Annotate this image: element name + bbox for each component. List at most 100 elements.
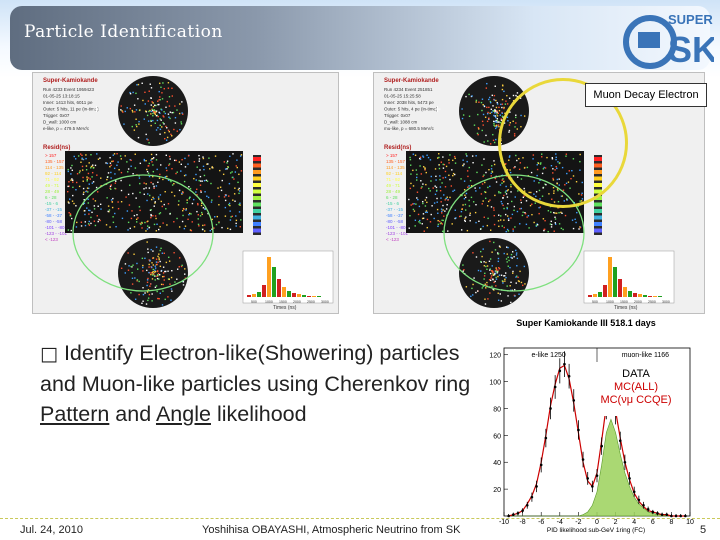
time-histogram-bar [257, 292, 261, 297]
pmt-hit [215, 223, 218, 226]
time-histogram-bar [658, 296, 662, 297]
data-point [600, 444, 603, 448]
pmt-hit [439, 190, 442, 192]
pmt-hit [560, 211, 562, 214]
pmt-hit [150, 113, 152, 115]
pmt-hit [484, 116, 487, 118]
time-histogram-bar [628, 291, 632, 297]
pmt-hit [155, 258, 158, 260]
legend-mc-all: MC(ALL) [613, 381, 658, 393]
pmt-hit [138, 175, 140, 177]
pmt-hit [157, 115, 159, 118]
pmt-hit [224, 168, 227, 170]
pmt-hit [571, 219, 574, 221]
pmt-hit [417, 213, 420, 216]
charge-scale-step [594, 209, 602, 213]
pmt-hit [114, 187, 116, 190]
pmt-hit [497, 269, 499, 272]
pmt-hit [438, 156, 440, 159]
pmt-hit [150, 215, 152, 217]
pmt-hit [162, 178, 164, 181]
pmt-hit [434, 168, 437, 170]
pmt-hit [154, 202, 156, 204]
pmt-hit [167, 82, 170, 84]
pmt-hit [477, 290, 479, 292]
pmt-hit [153, 187, 155, 189]
pmt-hit [146, 114, 149, 117]
pmt-hit [496, 119, 499, 122]
pmt-hit [130, 292, 132, 294]
pmt-hit [165, 261, 168, 264]
pmt-hit [489, 258, 492, 260]
pmt-hit [441, 230, 444, 233]
pmt-hit [503, 275, 505, 277]
pmt-hit [159, 173, 161, 176]
pmt-hit [469, 214, 471, 216]
pmt-hit [147, 248, 149, 250]
pmt-hit [149, 283, 152, 285]
pmt-hit [229, 210, 231, 212]
pmt-hit [503, 226, 505, 229]
pmt-hit [147, 165, 150, 167]
pmt-hit [173, 195, 176, 197]
pmt-hit [503, 181, 505, 183]
time-axis-tick: 3000 [662, 300, 670, 304]
pmt-hit [141, 82, 143, 84]
pmt-hit [507, 265, 509, 267]
pmt-hit [486, 120, 489, 123]
pmt-hit [504, 275, 506, 277]
pmt-hit [124, 272, 126, 274]
pmt-hit [465, 216, 467, 218]
pmt-hit [82, 203, 84, 205]
pmt-hit [82, 180, 84, 182]
pmt-hit [93, 220, 96, 222]
pmt-hit [114, 173, 116, 175]
pmt-hit [454, 162, 457, 164]
pmt-hit [115, 225, 117, 228]
panel-scale-item: < -123 [45, 237, 58, 242]
pmt-hit [191, 202, 194, 205]
pmt-hit [112, 216, 114, 218]
pmt-hit [483, 174, 485, 176]
pmt-hit [105, 224, 108, 226]
pmt-hit [493, 122, 495, 125]
pmt-hit [159, 249, 161, 252]
pmt-hit [538, 206, 540, 209]
pmt-hit [109, 226, 111, 228]
pmt-hit [462, 159, 464, 161]
pmt-hit [147, 299, 149, 302]
pmt-hit [83, 198, 85, 201]
panel-info-line: Outer: 5 hits, 4 pe (in-time) [384, 107, 438, 112]
pmt-hit [68, 211, 70, 214]
pmt-hit [152, 215, 154, 217]
pmt-hit [137, 98, 139, 100]
pmt-hit [507, 217, 510, 220]
pmt-hit [165, 139, 168, 141]
panel-scale-item: 71 - 92 [386, 177, 401, 182]
pmt-hit [539, 206, 542, 208]
pmt-hit [473, 124, 476, 126]
pmt-hit [160, 86, 162, 88]
pmt-hit [157, 127, 159, 129]
pmt-hit [155, 153, 158, 156]
pmt-hit [198, 225, 200, 227]
pmt-hit [160, 164, 162, 166]
pmt-hit [466, 155, 468, 157]
pmt-hit [127, 168, 130, 170]
pmt-hit [87, 198, 89, 200]
pmt-hit [69, 198, 71, 200]
time-histogram-bar [648, 296, 652, 297]
pmt-hit [173, 159, 176, 162]
pmt-hit [82, 176, 84, 179]
pmt-hit [181, 158, 183, 161]
pmt-hit [442, 219, 444, 222]
pmt-hit [484, 191, 486, 193]
pmt-hit [195, 173, 197, 176]
data-point [646, 507, 650, 511]
pmt-hit [468, 166, 470, 169]
pmt-hit [492, 105, 494, 107]
pmt-hit [199, 169, 201, 171]
pmt-hit [436, 189, 438, 192]
pmt-hit [488, 168, 490, 171]
pmt-hit [426, 201, 428, 204]
